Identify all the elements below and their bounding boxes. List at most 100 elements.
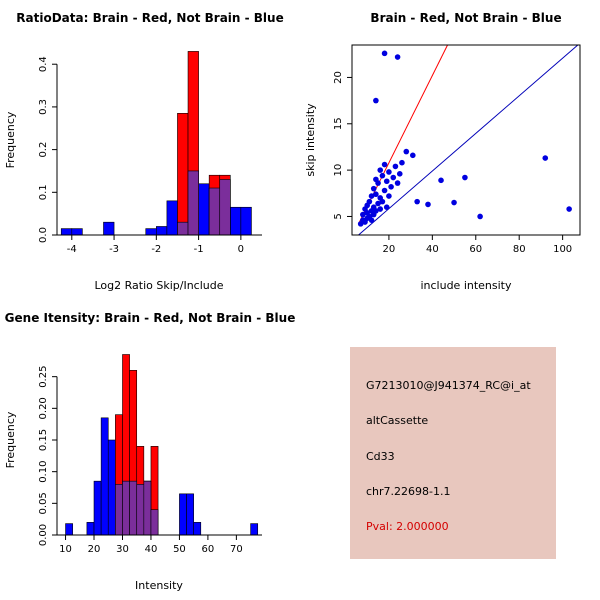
scatter-point	[388, 184, 394, 190]
intensity-scatter-chart: Brain - Red, Not Brain - Blue include in…	[304, 11, 581, 292]
scatter-point	[373, 191, 379, 198]
fit-line-notbrain-fit	[358, 44, 579, 236]
gene-histogram-xlabel: Intensity	[135, 579, 183, 592]
y-tick-label: 15	[333, 117, 344, 130]
scatter-point	[386, 169, 392, 175]
scatter-xlabel: include intensity	[420, 279, 512, 292]
ratio-histogram-ylabel: Frequency	[4, 111, 17, 168]
scatter-point	[373, 97, 379, 104]
hist-bar-blue	[71, 228, 83, 236]
hist-bar-blue	[145, 228, 157, 236]
scatter-point	[381, 161, 388, 168]
x-tick-label: 20	[383, 244, 396, 255]
x-tick-label: 60	[202, 544, 215, 555]
scatter-point	[451, 199, 457, 206]
x-tick-label: -2	[151, 244, 161, 255]
scatter-point	[386, 193, 392, 199]
y-tick-label: 20	[333, 71, 344, 84]
y-tick-label: 0.10	[38, 461, 49, 483]
x-tick-label: 30	[116, 544, 129, 555]
hist-bar-blue	[198, 183, 210, 236]
hist-bar-blue	[156, 226, 168, 236]
x-tick-label: 100	[553, 244, 572, 255]
ratio-histogram-xlabel: Log2 Ratio Skip/Include	[94, 279, 223, 292]
hist-bar-blue	[86, 522, 95, 536]
x-tick-label: -1	[194, 244, 204, 255]
gene-histogram-chart: Gene Itensity: Brain - Red, Not Brain - …	[4, 311, 295, 592]
hist-bar-blue	[240, 206, 252, 236]
scatter-point	[370, 185, 377, 192]
gene-symbol-text: Cd33	[366, 449, 395, 463]
axes: 20 40 60 80 100 5 10 15 20	[333, 44, 581, 255]
gene-histogram-ylabel: Frequency	[4, 411, 17, 468]
scatter-point	[377, 206, 384, 212]
hist-bar-blue	[107, 439, 116, 536]
locus-text: chr7.22698-1.1	[366, 484, 451, 498]
y-tick-label: 0.05	[38, 492, 49, 514]
y-tick-label: 0.2	[38, 142, 49, 158]
scatter-point	[373, 208, 379, 214]
pval-text: Pval: 2.000000	[366, 520, 449, 533]
hist-bar-red	[177, 113, 189, 236]
y-tick-label: 5	[333, 213, 344, 219]
hist-bar-blue	[65, 523, 73, 536]
scatter-point	[368, 217, 375, 223]
event-type-text: altCassette	[366, 414, 429, 428]
scatter-point	[394, 54, 401, 60]
hist-bar-overlap	[219, 179, 231, 236]
y-tick-label: 0.4	[38, 56, 49, 72]
x-tick-label: -4	[67, 244, 77, 255]
plot-box	[351, 44, 581, 236]
x-tick-label: 10	[59, 544, 72, 555]
hist-bar-overlap	[208, 187, 221, 236]
scatter-point	[368, 193, 375, 199]
y-tick-label: 0.20	[38, 397, 49, 419]
ratio-histogram-chart: RatioData: Brain - Red, Not Brain - Blue…	[4, 11, 284, 292]
hist-bar-overlap	[150, 509, 159, 536]
hist-bar-overlap	[143, 480, 152, 536]
x-tick-label: -3	[109, 244, 119, 255]
hist-bar-overlap	[122, 480, 130, 536]
scatter-point	[375, 180, 381, 186]
hist-bar-blue	[193, 522, 202, 536]
x-tick-label: 50	[173, 544, 186, 555]
x-tick-label: 40	[426, 244, 439, 255]
scatter-point	[438, 177, 444, 184]
hist-bar-blue	[229, 206, 242, 236]
scatter-point	[462, 174, 468, 181]
scatter-point	[383, 178, 390, 185]
scatter-point	[360, 211, 366, 218]
scatter-point	[375, 200, 381, 207]
probe-id-text: G7213010@J941374_RC@i_at	[366, 379, 531, 392]
scatter-point	[377, 167, 384, 173]
y-tick-label: 0.1	[38, 184, 49, 200]
y-tick-label: 0.0	[38, 227, 49, 243]
scatter-point	[477, 213, 483, 220]
scatter-point	[396, 171, 403, 177]
scatter-point	[381, 187, 388, 194]
scatter-ylabel: skip intensity	[304, 103, 317, 177]
histogram-bars	[60, 51, 252, 236]
scatter-point	[410, 152, 416, 159]
ratio-histogram-title: RatioData: Brain - Red, Not Brain - Blue	[16, 11, 283, 25]
scatter-point	[379, 172, 386, 179]
x-tick-label: 20	[88, 544, 101, 555]
info-panel: G7213010@J941374_RC@i_at altCassette Cd3…	[350, 347, 556, 559]
axes: -4 -3 -2 -1 0 0.0 0.1 0.2 0.3 0.4	[38, 56, 262, 255]
scatter-point	[566, 206, 572, 212]
axes: 10 20 30 40 50 60 70 0.00 0.05 0.10 0.15 0.20 0.25	[38, 366, 262, 555]
scatter-point	[403, 148, 410, 155]
x-tick-label: 0	[238, 244, 244, 255]
hist-bar-blue	[60, 228, 73, 236]
hist-bar-overlap	[187, 170, 199, 236]
x-tick-label: 70	[230, 544, 243, 555]
scatter-point	[366, 198, 373, 205]
histogram-bars	[65, 354, 259, 536]
y-tick-label: 0.3	[38, 99, 49, 115]
scatter-content	[357, 44, 579, 236]
scatter-point	[379, 198, 386, 205]
hist-bar-blue	[186, 493, 194, 536]
scatter-point	[399, 159, 405, 166]
scatter-point	[390, 174, 397, 181]
scatter-point	[381, 50, 388, 57]
